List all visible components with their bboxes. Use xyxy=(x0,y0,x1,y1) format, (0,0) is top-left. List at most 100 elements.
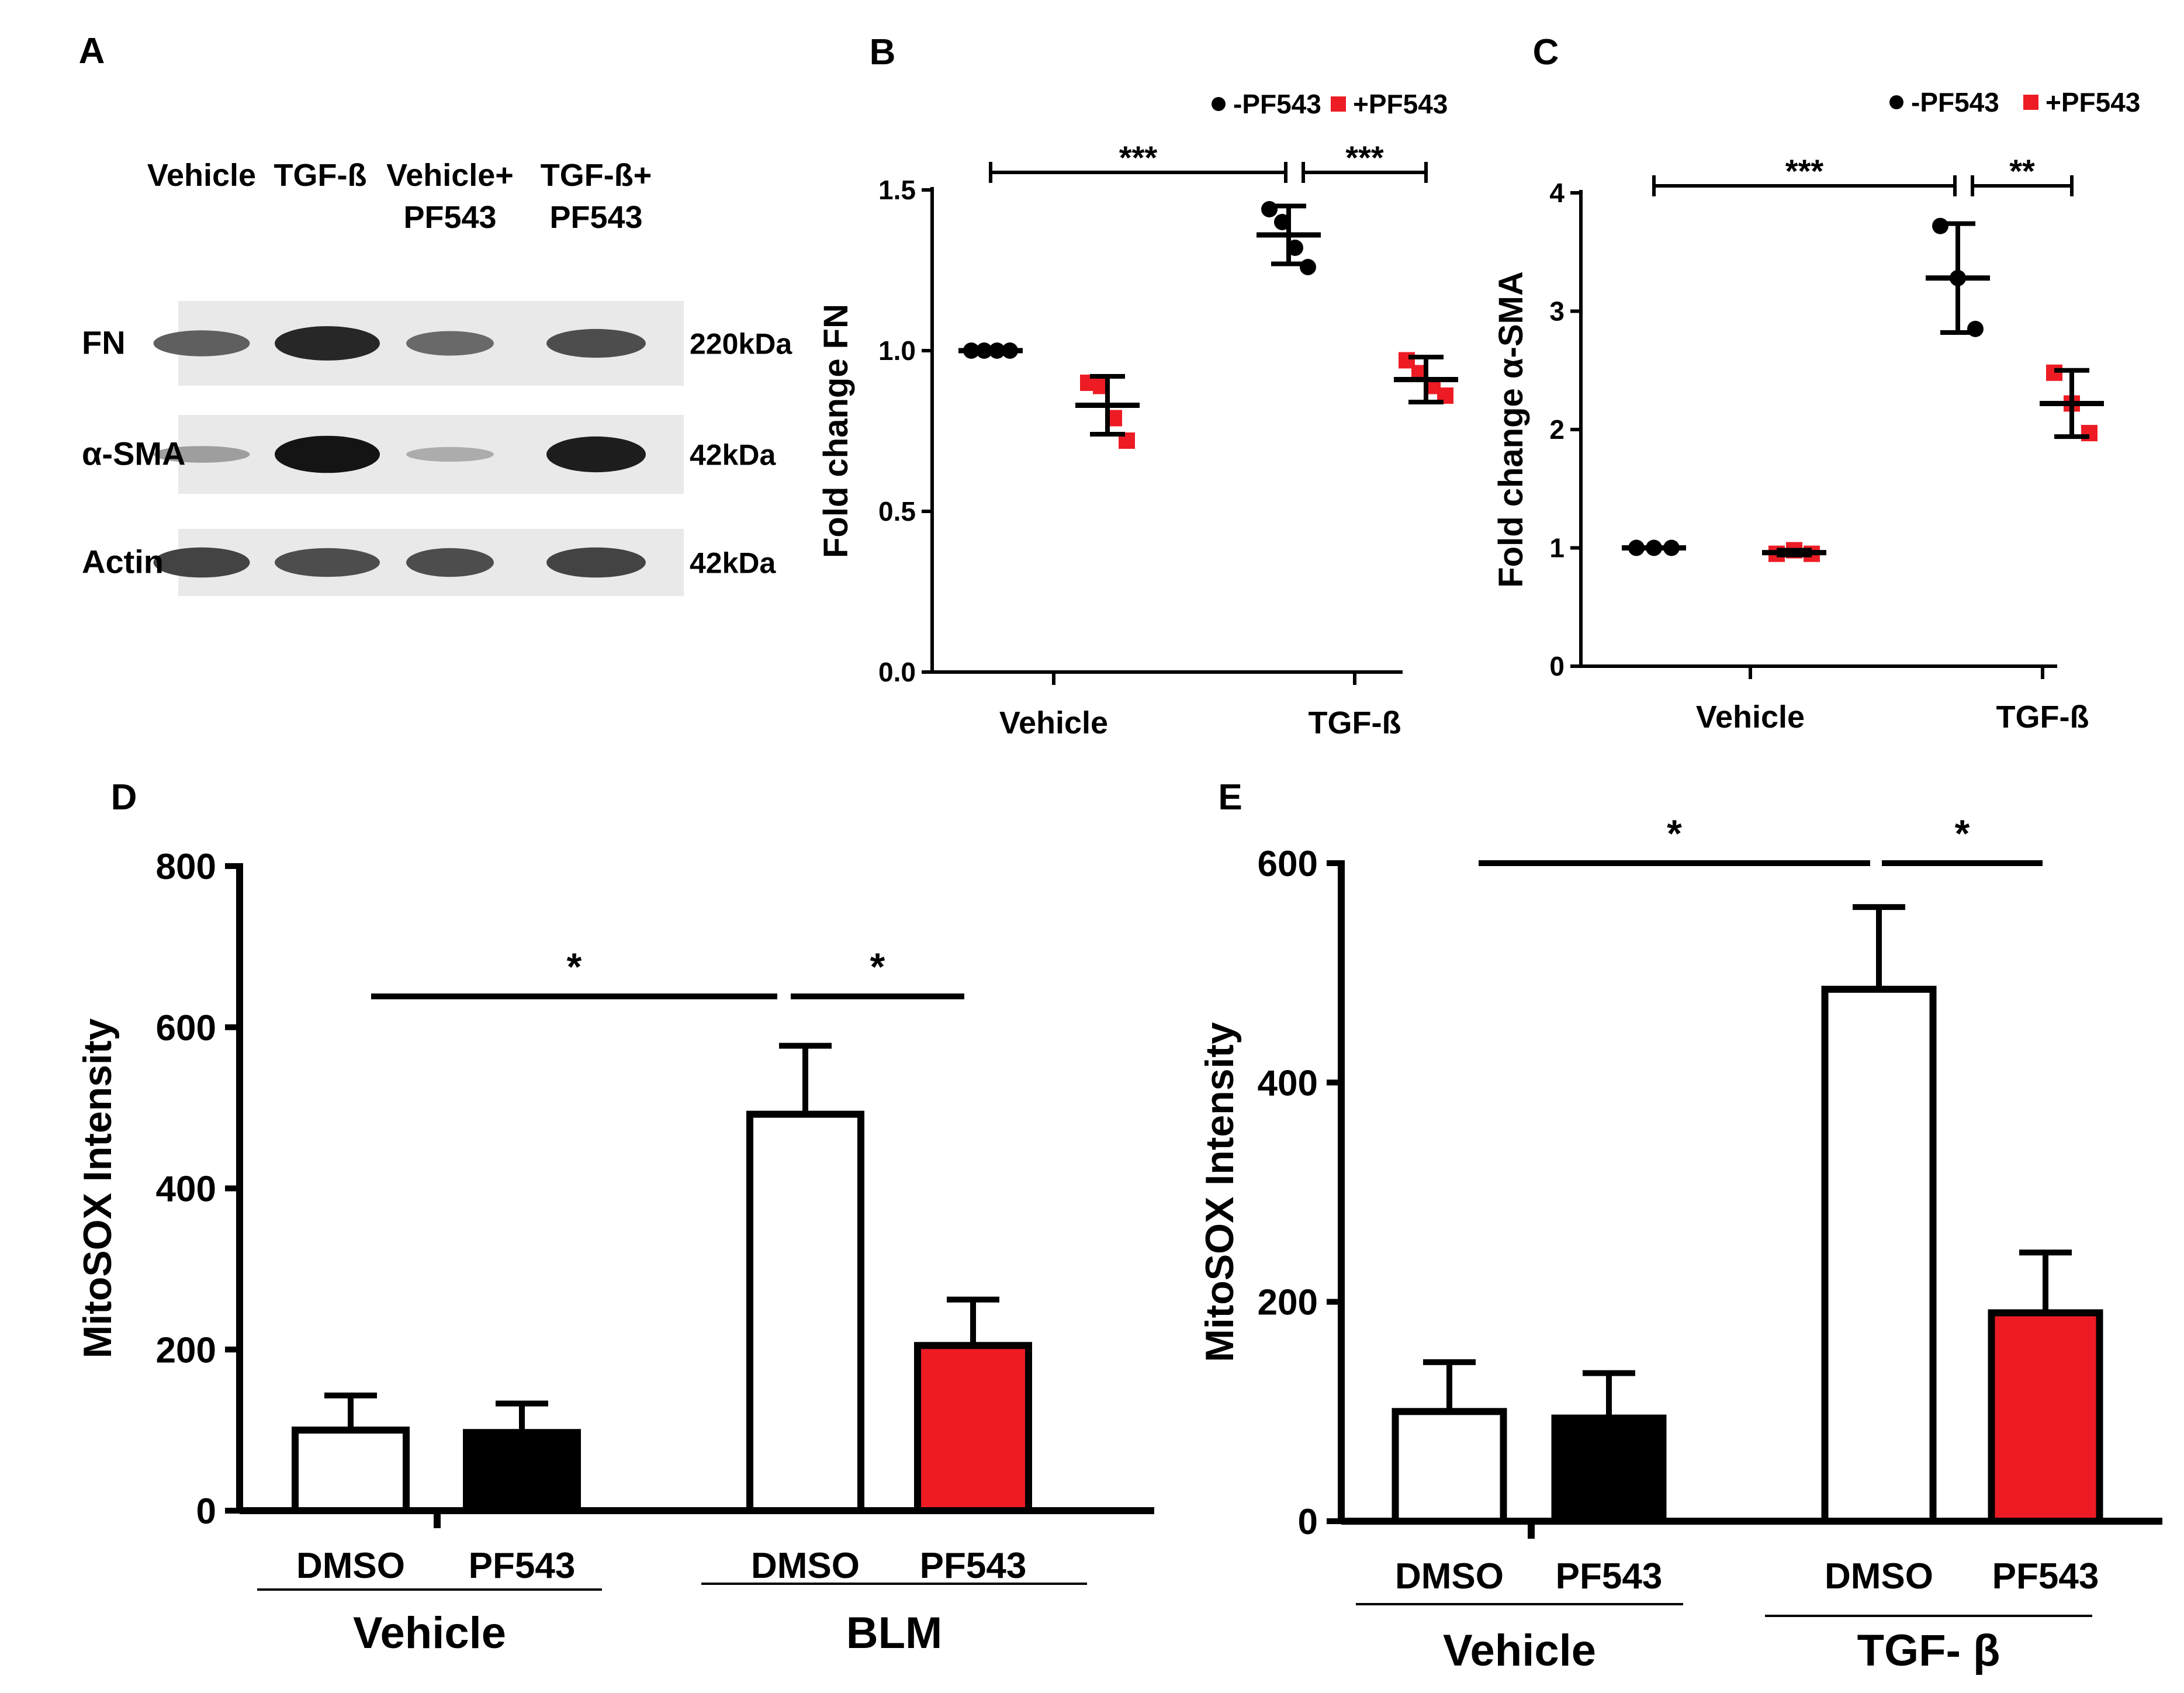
x-tick-label: TGF-ß xyxy=(1996,700,2089,735)
group-label: Vehicle xyxy=(1443,1626,1596,1675)
bar xyxy=(1551,1414,1667,1525)
significance-label: *** xyxy=(1785,153,1824,189)
blot-lane-label-line2: PF543 xyxy=(549,200,642,235)
group-label: TGF- β xyxy=(1857,1626,2000,1675)
blot-band xyxy=(275,548,380,577)
blot-band xyxy=(406,331,494,356)
y-tick-label: 3 xyxy=(1549,296,1565,327)
blot-band xyxy=(153,547,250,578)
panel-c-asma-scatter-chart: C 0 1 2 3 4 Vehicle TGF-ß Fold change α-SMA -PF54… xyxy=(1492,32,2140,735)
y-tick-label: 600 xyxy=(1258,844,1318,884)
bar xyxy=(914,1342,1032,1514)
x-category-label: PF543 xyxy=(920,1546,1027,1586)
x-tick-label: Vehicle xyxy=(1696,700,1805,735)
blot-band xyxy=(275,435,380,473)
y-tick-label: 0 xyxy=(1298,1502,1318,1542)
blot-band xyxy=(153,330,250,356)
blot-size-label: 42kDa xyxy=(690,547,777,580)
legend-marker-circle xyxy=(1212,97,1226,111)
x-category-label: DMSO xyxy=(1825,1556,1933,1597)
bar xyxy=(1988,1309,2103,1525)
x-tick-label: TGF-ß xyxy=(1309,705,1401,740)
significance-label: * xyxy=(870,945,885,988)
blot-band xyxy=(275,326,380,361)
panel-d-mitosox-bar-chart: D 0 200 400 600 800 MitoSOX Intensity DMSO PF543… xyxy=(75,777,1154,1658)
bar xyxy=(1392,1408,1507,1525)
blot-band xyxy=(546,547,646,578)
blot-band xyxy=(153,446,250,463)
significance-label: * xyxy=(1955,812,1970,855)
blot-band xyxy=(546,328,646,358)
x-category-label: DMSO xyxy=(296,1546,405,1586)
blot-size-label: 42kDa xyxy=(690,439,777,472)
blot-band xyxy=(406,548,494,577)
y-tick-label: 400 xyxy=(1258,1063,1318,1103)
y-tick-label: 200 xyxy=(1258,1283,1318,1323)
blot-row-label: α-SMA xyxy=(82,435,186,472)
x-category-label: PF543 xyxy=(469,1546,576,1586)
panel-label: C xyxy=(1533,32,1559,72)
panel-a-western-blot: A Vehicle TGF-ß Vehicle+ PF543 TGF-ß+ PF543 FN 2… xyxy=(79,31,792,596)
y-tick-label: 4 xyxy=(1549,178,1565,208)
panel-e-mitosox-bar-chart: E 0 200 400 600 MitoSOX Intensity DMSO PF543 DMS… xyxy=(1197,777,2162,1675)
y-tick-label: 600 xyxy=(156,1008,216,1048)
x-category-label: DMSO xyxy=(1395,1556,1504,1597)
legend-marker-square xyxy=(2023,95,2038,110)
significance-label: *** xyxy=(1345,139,1384,176)
bar xyxy=(463,1429,581,1514)
panel-label: B xyxy=(870,32,896,72)
y-tick-label: 1.5 xyxy=(878,175,916,205)
group-label: Vehicle xyxy=(353,1608,506,1658)
bar xyxy=(746,1110,864,1514)
panel-label-a: A xyxy=(79,31,105,71)
x-category-label: DMSO xyxy=(751,1546,860,1586)
data-point xyxy=(1261,201,1278,217)
significance-label: *** xyxy=(1119,139,1158,176)
significance-label: * xyxy=(567,945,582,988)
significance-label: * xyxy=(1667,812,1682,855)
group-label: BLM xyxy=(846,1608,943,1658)
blot-band xyxy=(546,436,646,473)
significance-label: ** xyxy=(2009,153,2035,189)
blot-band xyxy=(406,446,494,462)
bar xyxy=(1821,985,1937,1525)
bar xyxy=(292,1427,410,1514)
y-axis-label: Fold change α-SMA xyxy=(1492,271,1530,588)
blot-row-label: Actin xyxy=(82,543,164,580)
y-axis-label: Fold change FN xyxy=(817,304,855,558)
data-point xyxy=(2046,364,2062,381)
y-tick-label: 0 xyxy=(1549,651,1565,681)
blot-lane-label: Vehicle+ xyxy=(386,158,514,193)
data-point xyxy=(1932,217,1948,234)
blot-row-label: FN xyxy=(82,324,126,361)
y-axis-label: MitoSOX Intensity xyxy=(1197,1022,1242,1362)
x-tick-label: Vehicle xyxy=(999,705,1108,740)
legend-marker-square xyxy=(1331,96,1346,112)
panel-b-fn-scatter-chart: B 0.0 0.5 1.0 1.5 Vehicle TGF-ß Fold change FN -… xyxy=(817,32,1458,740)
legend-label: -PF543 xyxy=(1233,89,1321,119)
legend-label: -PF543 xyxy=(1911,87,1999,117)
x-category-label: PF543 xyxy=(1556,1556,1663,1597)
y-tick-label: 800 xyxy=(156,847,216,887)
y-tick-label: 1 xyxy=(1549,533,1565,563)
y-tick-label: 200 xyxy=(156,1330,216,1370)
y-tick-label: 0 xyxy=(196,1491,216,1532)
data-point xyxy=(1300,259,1316,275)
blot-lane-label: Vehicle xyxy=(147,158,256,193)
y-tick-label: 0.5 xyxy=(878,496,916,527)
y-tick-label: 0.0 xyxy=(878,657,916,687)
x-category-label: PF543 xyxy=(1992,1556,2099,1597)
blot-lane-label: TGF-ß+ xyxy=(541,158,652,193)
legend-marker-circle xyxy=(1889,95,1903,109)
blot-size-label: 220kDa xyxy=(690,328,792,361)
y-tick-label: 400 xyxy=(156,1169,216,1210)
y-tick-label: 1.0 xyxy=(878,335,916,366)
legend-label: +PF543 xyxy=(2045,87,2140,117)
y-tick-label: 2 xyxy=(1549,414,1565,445)
y-axis-label: MitoSOX Intensity xyxy=(75,1018,120,1358)
blot-lane-label-line2: PF543 xyxy=(403,200,496,235)
panel-label: D xyxy=(111,777,137,818)
legend-label: +PF543 xyxy=(1353,89,1448,119)
blot-lane-label: TGF-ß xyxy=(274,158,367,193)
